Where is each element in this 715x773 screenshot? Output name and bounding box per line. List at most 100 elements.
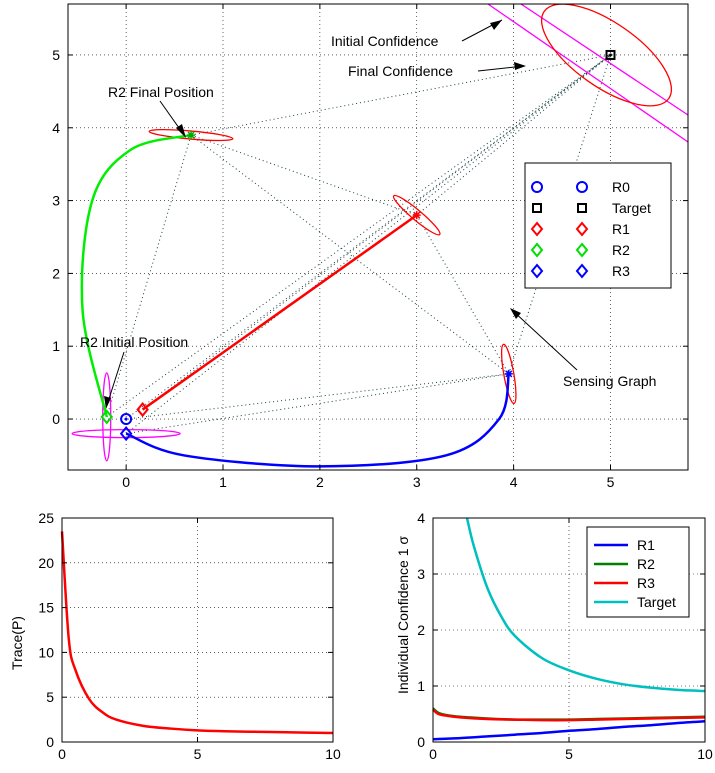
trace-plot-ylabel: Trace(P) bbox=[9, 616, 25, 670]
y-tick-label: 20 bbox=[38, 555, 54, 571]
legend-marker-r3 bbox=[530, 263, 544, 279]
marker-r2-end bbox=[187, 131, 196, 140]
x-tick-label: 0 bbox=[122, 474, 130, 490]
confidence-plot-legend: R1 R2 R3 Target bbox=[586, 526, 690, 618]
marker-r1-start bbox=[136, 402, 149, 418]
sensing-graph-edge bbox=[125, 54, 611, 434]
trace-series-line bbox=[60, 531, 334, 735]
x-tick-label: 10 bbox=[697, 746, 713, 762]
y-tick-label: 4 bbox=[52, 120, 60, 136]
trace-plot: 0 5 10 0 5 10 15 20 25 Trace(P) bbox=[9, 510, 341, 762]
main-plot-legend: R0 Target R1 R2 R3 bbox=[524, 162, 672, 289]
series-line-r3 bbox=[432, 708, 706, 722]
sensing-graph-edge bbox=[190, 134, 417, 216]
marker-r0-center bbox=[124, 417, 128, 421]
legend-marker-target bbox=[577, 203, 587, 213]
confidence-plot: 0 5 10 0 1 2 3 4 Individual Confidence 1 σ R1 R2… bbox=[395, 510, 713, 762]
x-tick-label: 5 bbox=[607, 474, 615, 490]
trace-plot-ticks: 0 5 10 0 5 10 15 20 25 bbox=[38, 510, 341, 762]
y-tick-label: 5 bbox=[52, 47, 60, 63]
sensing-graph-edge bbox=[125, 54, 611, 420]
trace-plot-grid bbox=[61, 517, 334, 743]
y-tick-label: 3 bbox=[52, 193, 60, 209]
legend-label-r0: R0 bbox=[612, 179, 630, 195]
legend-label-r3: R3 bbox=[612, 263, 630, 279]
sensing-graph-edge bbox=[106, 134, 192, 417]
marker-r0 bbox=[120, 413, 133, 426]
y-tick-label: 0 bbox=[46, 734, 54, 750]
y-tick-label: 0 bbox=[417, 734, 425, 750]
arrowhead-r2-final-position bbox=[176, 124, 186, 138]
x-tick-label: 10 bbox=[325, 746, 341, 762]
legend-label-r3: R3 bbox=[637, 575, 655, 591]
y-tick-label: 15 bbox=[38, 600, 54, 616]
path-r3 bbox=[125, 373, 511, 468]
legend-label-r1: R1 bbox=[637, 537, 655, 553]
robot-paths bbox=[80, 133, 511, 468]
y-tick-label: 2 bbox=[417, 622, 425, 638]
marker-r2-start bbox=[100, 409, 114, 425]
legend-box bbox=[524, 162, 672, 289]
arrowhead-r2-initial-position bbox=[104, 396, 111, 409]
trace-plot-lines bbox=[60, 531, 334, 735]
y-tick-label: 0 bbox=[52, 411, 60, 427]
annotations: Initial Confidence Final Confidence R2 F… bbox=[80, 19, 656, 409]
confidence-plot-ticks: 0 5 10 0 1 2 3 4 bbox=[417, 510, 713, 762]
annotation-initial-confidence: Initial Confidence bbox=[331, 33, 439, 49]
arrow-r2-initial-position bbox=[106, 351, 125, 406]
legend-marker-r2 bbox=[575, 242, 589, 258]
arrowhead-initial-confidence bbox=[490, 20, 502, 30]
x-tick-label: 0 bbox=[58, 746, 66, 762]
legend-marker-r1 bbox=[575, 221, 589, 237]
marker-r3-end bbox=[504, 369, 513, 378]
series-line-r1 bbox=[432, 720, 706, 741]
robot-markers bbox=[100, 49, 616, 442]
legend-label-r2: R2 bbox=[637, 556, 655, 572]
y-tick-label: 5 bbox=[46, 689, 54, 705]
annotation-final-confidence: Final Confidence bbox=[348, 63, 453, 79]
annotation-r2-final-position: R2 Final Position bbox=[108, 84, 214, 100]
initial-confidence-ellipse-r3 bbox=[71, 428, 181, 439]
y-tick-label: 10 bbox=[38, 644, 54, 660]
arrowhead-sensing-graph bbox=[510, 308, 521, 319]
x-tick-label: 2 bbox=[316, 474, 324, 490]
main-plot-axes-box bbox=[67, 3, 689, 471]
final-confidence-ellipse-r3 bbox=[500, 343, 517, 405]
initial-confidence-line bbox=[487, 3, 689, 143]
legend-label-r2: R2 bbox=[612, 242, 630, 258]
final-confidence-ellipse-target bbox=[540, 3, 673, 107]
annotation-sensing-graph: Sensing Graph bbox=[563, 373, 656, 389]
legend-label-r1: R1 bbox=[612, 221, 630, 237]
legend-marker-r2 bbox=[530, 242, 544, 258]
marker-target-center bbox=[609, 53, 612, 57]
x-tick-label: 0 bbox=[429, 746, 437, 762]
y-tick-label: 4 bbox=[417, 510, 425, 526]
sensing-graph-edge bbox=[190, 134, 510, 375]
sensing-graph-edge bbox=[416, 214, 510, 375]
legend-label-target: Target bbox=[637, 594, 676, 610]
legend-marker-r1 bbox=[530, 221, 544, 237]
y-tick-label: 1 bbox=[52, 338, 60, 354]
path-r1 bbox=[141, 214, 418, 411]
legend-marker-target bbox=[532, 203, 542, 213]
sensing-graph-edge bbox=[126, 373, 509, 435]
sensing-graph-edge bbox=[126, 373, 509, 420]
confidence-plot-ylabel: Individual Confidence 1 σ bbox=[395, 536, 411, 694]
legend-label-target: Target bbox=[612, 200, 651, 216]
legend-marker-r0 bbox=[531, 181, 543, 193]
x-tick-label: 4 bbox=[510, 474, 518, 490]
marker-r3-start bbox=[119, 426, 133, 442]
initial-confidence-line bbox=[520, 3, 689, 116]
x-tick-label: 3 bbox=[413, 474, 421, 490]
final-confidence-ellipse-r1 bbox=[392, 194, 441, 236]
marker-r1-end bbox=[412, 211, 421, 220]
confidence-plot-lines bbox=[432, 517, 706, 741]
sensing-graph-edge bbox=[106, 54, 611, 418]
y-tick-label: 2 bbox=[52, 265, 60, 281]
legend-marker-r0 bbox=[576, 181, 588, 193]
arrow-sensing-graph bbox=[511, 309, 578, 371]
main-plot-ticks: 0 1 2 3 4 5 0 1 2 3 4 5 bbox=[52, 4, 688, 490]
x-tick-label: 5 bbox=[565, 746, 573, 762]
sensing-graph-edges bbox=[106, 54, 611, 435]
